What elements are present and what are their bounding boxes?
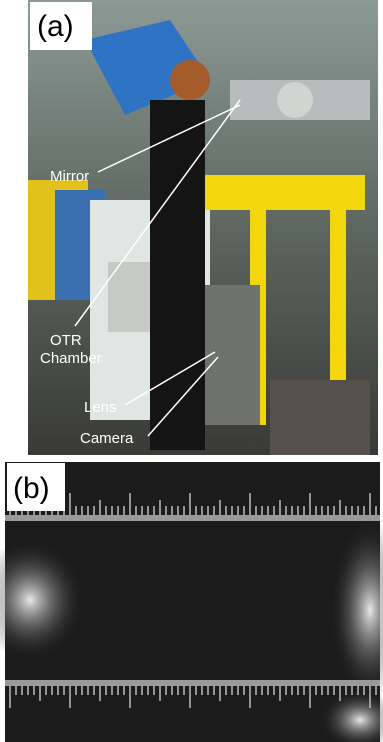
annotation: Camera <box>80 430 134 447</box>
panel-label: (b) <box>13 472 50 505</box>
annotation: Lens <box>84 399 117 416</box>
annotation: Mirror <box>50 168 89 185</box>
panel-a-photo <box>28 0 378 455</box>
panel-label: (a) <box>37 10 74 43</box>
figure: (a) Mirror OTR Chamber Lens Camera (b) <box>0 0 383 742</box>
annotation: Chamber <box>40 350 102 367</box>
annotation: OTR <box>50 332 82 349</box>
